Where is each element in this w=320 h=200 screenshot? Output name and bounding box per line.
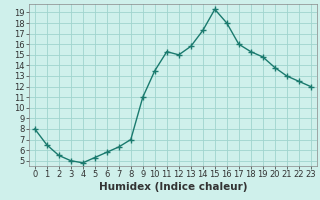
X-axis label: Humidex (Indice chaleur): Humidex (Indice chaleur) — [99, 182, 247, 192]
